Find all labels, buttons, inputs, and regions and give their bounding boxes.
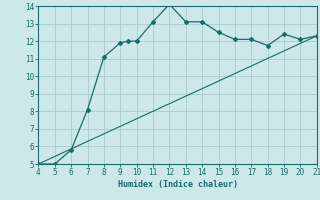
X-axis label: Humidex (Indice chaleur): Humidex (Indice chaleur) [118, 180, 238, 189]
